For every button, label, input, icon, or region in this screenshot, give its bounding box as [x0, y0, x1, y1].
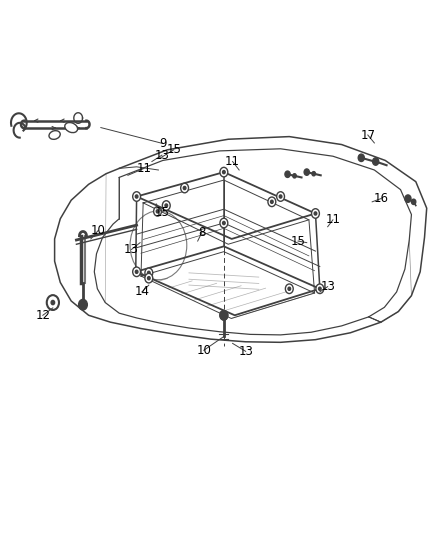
Circle shape [135, 195, 138, 198]
Circle shape [156, 210, 159, 213]
Text: 10: 10 [91, 224, 106, 237]
Circle shape [222, 314, 225, 317]
Circle shape [180, 183, 188, 193]
Circle shape [219, 311, 227, 320]
Ellipse shape [65, 123, 78, 133]
Circle shape [51, 301, 54, 305]
Circle shape [135, 270, 138, 273]
Circle shape [279, 195, 281, 198]
Text: 15: 15 [154, 206, 169, 219]
Circle shape [372, 158, 378, 165]
Circle shape [222, 221, 225, 224]
Circle shape [145, 268, 152, 278]
Text: 13: 13 [154, 149, 169, 161]
Circle shape [222, 171, 225, 174]
Circle shape [162, 201, 170, 211]
Circle shape [219, 218, 227, 228]
Circle shape [410, 199, 415, 205]
Circle shape [267, 197, 275, 207]
Circle shape [147, 277, 150, 280]
Text: 9: 9 [159, 137, 166, 150]
Circle shape [276, 192, 284, 201]
Circle shape [270, 200, 272, 204]
Circle shape [284, 171, 290, 177]
Circle shape [311, 209, 319, 218]
Text: 12: 12 [35, 309, 50, 322]
Text: 15: 15 [166, 143, 181, 156]
Text: 13: 13 [238, 345, 253, 358]
Circle shape [132, 267, 140, 277]
Circle shape [357, 154, 364, 161]
Text: 11: 11 [325, 213, 339, 227]
Circle shape [287, 287, 290, 290]
Circle shape [285, 284, 293, 294]
Text: 8: 8 [198, 225, 205, 239]
Circle shape [183, 187, 185, 190]
Circle shape [315, 284, 323, 294]
Circle shape [311, 172, 315, 176]
Text: 16: 16 [373, 192, 388, 205]
Circle shape [404, 195, 410, 203]
Text: 13: 13 [319, 280, 334, 293]
Circle shape [314, 212, 316, 215]
Text: 14: 14 [134, 286, 149, 298]
Circle shape [132, 192, 140, 201]
Circle shape [219, 311, 227, 320]
Text: 10: 10 [196, 344, 211, 357]
Circle shape [145, 273, 152, 283]
Circle shape [47, 295, 59, 310]
Circle shape [153, 207, 161, 216]
Text: 13: 13 [124, 243, 138, 256]
Circle shape [78, 300, 87, 310]
Circle shape [147, 271, 150, 274]
Circle shape [304, 169, 309, 175]
Circle shape [292, 174, 296, 178]
Text: 11: 11 [136, 162, 151, 175]
Ellipse shape [49, 131, 60, 139]
Text: 17: 17 [360, 128, 374, 141]
Text: 11: 11 [225, 155, 240, 168]
Circle shape [318, 287, 321, 290]
Text: 15: 15 [290, 235, 305, 247]
Circle shape [165, 204, 167, 207]
Circle shape [219, 167, 227, 177]
